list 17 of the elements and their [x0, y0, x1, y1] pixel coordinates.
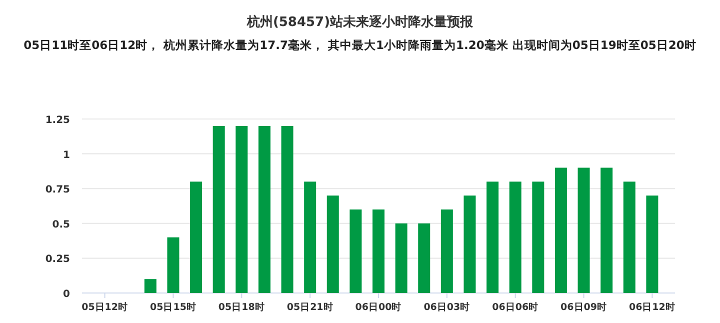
y-tick-label: 0.25 — [45, 254, 70, 266]
y-tick-label: 0 — [63, 289, 70, 300]
y-tick-label: 1.25 — [45, 115, 70, 126]
x-tick-label: 06日06时 — [492, 301, 539, 313]
title: 杭州(58457)站未来逐小时降水量预报 — [246, 15, 474, 30]
y-tick-label: 0.5 — [52, 219, 70, 230]
x-tick-label: 05日18时 — [218, 301, 265, 313]
y-tick-label: 1 — [63, 150, 70, 161]
x-tick-label: 06日12时 — [628, 301, 676, 313]
x-tick-label: 05日21时 — [286, 301, 334, 313]
x-tick-label: 06日09时 — [560, 301, 607, 313]
x-tick-label: 06日03时 — [424, 301, 470, 313]
y-tick-label: 0.75 — [45, 184, 70, 196]
x-tick-label: 06日00时 — [355, 301, 402, 313]
x-tick-label: 05日15时 — [150, 301, 196, 313]
subtitle: 05日11时至06日12时， 杭州累计降水量为17.7毫米， 其中最大1小时降雨量为1.20毫米 出现时间为05日19时至05日20时 — [24, 38, 696, 52]
x-tick-label: 05日12时 — [82, 301, 128, 313]
